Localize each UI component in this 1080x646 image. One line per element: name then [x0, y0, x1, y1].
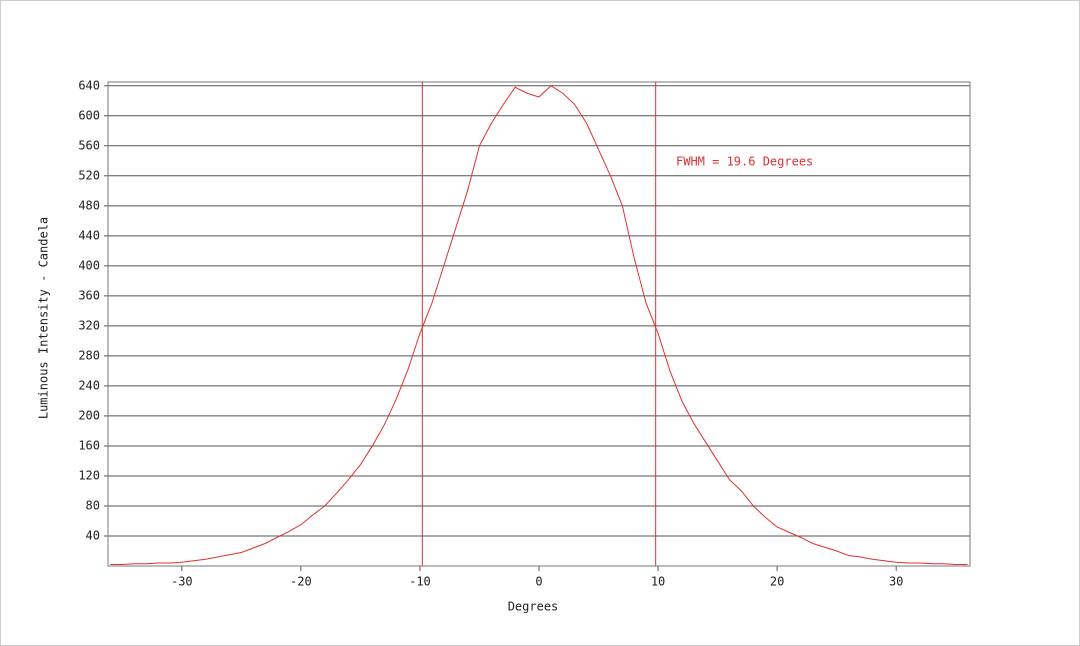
y-tick-label: 160	[78, 438, 100, 452]
x-tick-label: -20	[290, 575, 312, 589]
y-tick-label: 440	[78, 228, 100, 242]
y-tick-label: 560	[78, 138, 100, 152]
y-tick-label: 200	[78, 408, 100, 422]
x-tick-label: -10	[409, 575, 431, 589]
y-tick-label: 480	[78, 198, 100, 212]
x-tick-label: 30	[889, 575, 903, 589]
y-tick-label: 40	[86, 528, 100, 542]
y-tick-label: 360	[78, 288, 100, 302]
data-line	[110, 85, 968, 565]
y-tick-label: 280	[78, 348, 100, 362]
x-tick-label: 0	[535, 575, 542, 589]
y-tick-label: 600	[78, 108, 100, 122]
x-tick-label: 10	[651, 575, 665, 589]
y-tick-label: 320	[78, 318, 100, 332]
x-axis-label: Degrees	[508, 600, 559, 614]
annotation: FWHM = 19.6 Degrees	[676, 155, 813, 169]
y-tick-label: 400	[78, 258, 100, 272]
x-tick-label: -30	[171, 575, 193, 589]
y-tick-label: 240	[78, 378, 100, 392]
y-tick-label: 520	[78, 168, 100, 182]
x-tick-label: 20	[770, 575, 784, 589]
plot-border	[107, 81, 971, 567]
y-tick-label: 80	[86, 498, 100, 512]
y-axis-label: Luminous Intensity - Candela	[37, 217, 51, 419]
y-tick-label: 120	[78, 468, 100, 482]
y-tick-label: 640	[78, 78, 100, 92]
